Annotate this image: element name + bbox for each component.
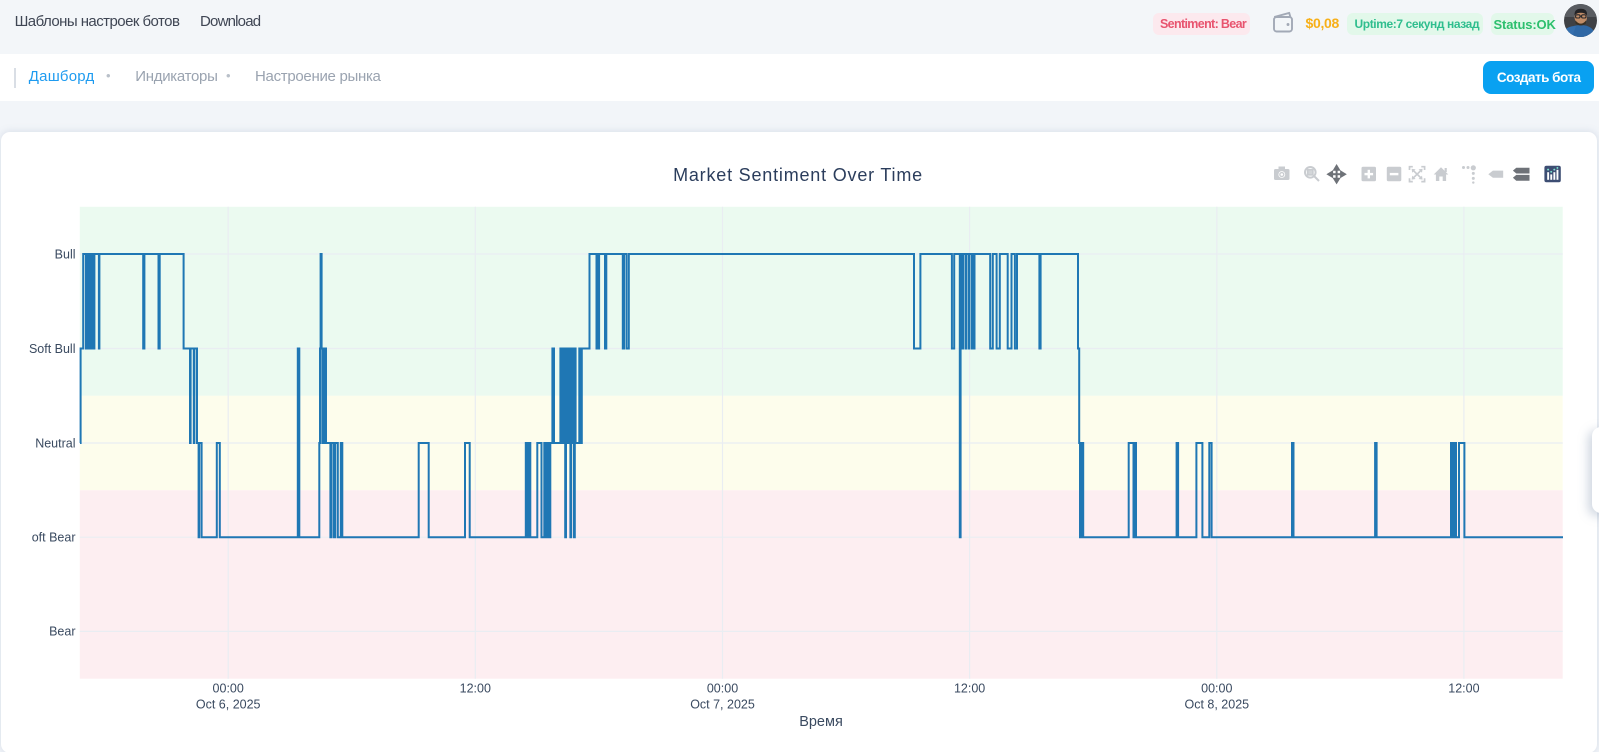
svg-text:12:00: 12:00 — [460, 682, 491, 696]
svg-text:00:00: 00:00 — [1201, 682, 1232, 696]
svg-text:Oct 7, 2025: Oct 7, 2025 — [690, 698, 755, 712]
svg-text:Oct 8, 2025: Oct 8, 2025 — [1184, 698, 1249, 712]
svg-text:Neutral: Neutral — [35, 436, 75, 450]
svg-text:12:00: 12:00 — [954, 682, 985, 696]
svg-text:oft Bear: oft Bear — [32, 531, 76, 545]
svg-text:Bull: Bull — [55, 247, 76, 261]
svg-text:00:00: 00:00 — [707, 682, 738, 696]
svg-text:Bear: Bear — [49, 625, 75, 639]
svg-text:Soft Bull: Soft Bull — [29, 342, 76, 356]
svg-text:Время: Время — [799, 714, 843, 730]
svg-text:00:00: 00:00 — [213, 682, 244, 696]
svg-text:12:00: 12:00 — [1448, 682, 1479, 696]
svg-text:Oct 6, 2025: Oct 6, 2025 — [196, 698, 261, 712]
svg-text:Market Sentiment Over Time: Market Sentiment Over Time — [673, 165, 923, 185]
